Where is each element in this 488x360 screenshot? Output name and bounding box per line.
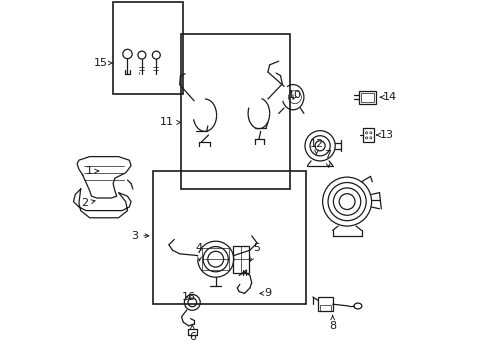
Text: 13: 13	[376, 130, 393, 140]
Text: 8: 8	[328, 315, 336, 331]
Text: 14: 14	[380, 92, 397, 102]
Bar	[202, 248, 229, 270]
Bar	[318, 297, 332, 311]
Text: 4: 4	[196, 243, 203, 261]
Text: 1: 1	[85, 166, 99, 176]
Bar	[360, 93, 373, 102]
Bar	[320, 305, 330, 311]
Text: 3: 3	[131, 231, 149, 241]
Bar	[362, 128, 374, 142]
Bar	[152, 171, 305, 304]
Text: 15: 15	[93, 58, 113, 68]
Text: 2: 2	[81, 198, 95, 208]
Bar	[113, 2, 183, 94]
Text: 12: 12	[309, 139, 323, 154]
Bar	[181, 34, 289, 189]
Text: 9: 9	[260, 288, 271, 298]
Text: 5: 5	[249, 243, 260, 261]
Text: 10: 10	[287, 90, 301, 100]
Text: 16: 16	[182, 292, 195, 302]
Text: 11: 11	[160, 117, 180, 127]
Bar	[232, 246, 248, 273]
Text: 7: 7	[323, 150, 330, 167]
Text: 6: 6	[188, 325, 195, 342]
Bar	[358, 91, 375, 104]
